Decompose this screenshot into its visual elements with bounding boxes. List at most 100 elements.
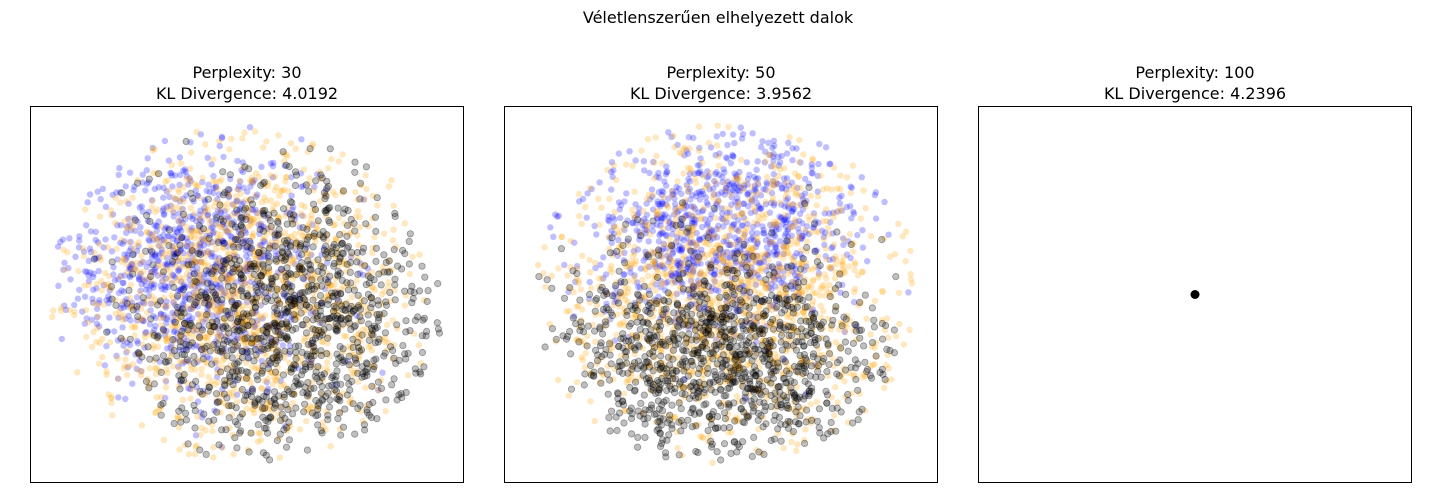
scatter-point xyxy=(282,321,290,328)
scatter-point xyxy=(212,183,220,190)
scatter-point xyxy=(161,210,168,217)
scatter-point xyxy=(163,335,170,342)
scatter-point xyxy=(196,248,204,256)
scatter-point xyxy=(96,213,104,220)
scatter-point xyxy=(119,298,126,305)
scatter-point xyxy=(218,133,226,140)
scatter-point xyxy=(216,201,224,209)
scatter-point xyxy=(150,236,157,244)
scatter-point xyxy=(260,253,267,260)
scatter-point xyxy=(250,338,257,345)
scatter-point xyxy=(207,251,214,258)
scatter-point xyxy=(123,223,131,230)
scatter-point xyxy=(145,208,152,215)
scatter-point xyxy=(348,293,356,301)
scatter-point xyxy=(391,281,399,289)
scatter-point xyxy=(280,269,288,276)
scatter-point xyxy=(147,282,155,290)
scatter-point xyxy=(124,347,131,354)
scatter-point xyxy=(220,347,227,355)
scatter-point xyxy=(758,143,765,151)
scatter-point xyxy=(116,189,124,196)
scatter-point xyxy=(270,159,277,167)
scatter-point xyxy=(169,183,176,190)
scatter-point xyxy=(265,292,272,299)
scatter-point xyxy=(158,262,165,269)
scatter-point xyxy=(303,418,310,425)
scatter-point xyxy=(230,331,237,339)
scatter-point xyxy=(389,355,396,362)
scatter-point xyxy=(184,338,191,345)
scatter-point xyxy=(811,212,818,219)
scatter-point xyxy=(210,156,217,163)
scatter-point xyxy=(233,206,241,214)
scatter-point xyxy=(124,339,131,346)
scatter-point xyxy=(178,359,185,366)
scatter-point xyxy=(263,379,270,386)
scatter-point xyxy=(294,313,301,321)
scatter-point xyxy=(817,172,824,179)
scatter-point xyxy=(209,345,216,352)
scatter-point xyxy=(204,353,211,361)
scatter-point xyxy=(262,323,269,331)
scatter-point xyxy=(228,354,236,362)
scatter-point xyxy=(332,244,340,252)
scatter-point xyxy=(291,240,298,248)
scatter-point xyxy=(217,308,224,315)
scatter-point xyxy=(346,231,353,238)
scatter-point xyxy=(305,224,312,231)
scatter-point xyxy=(209,265,216,273)
scatter-point xyxy=(195,279,202,287)
scatter-point xyxy=(334,322,342,330)
scatter-point xyxy=(218,443,226,451)
scatter-point xyxy=(177,379,184,386)
scatter-point xyxy=(188,233,195,240)
scatter-point xyxy=(126,247,133,255)
scatter-point xyxy=(378,269,385,276)
scatter-point xyxy=(195,343,202,351)
scatter-point xyxy=(295,358,302,365)
scatter-point xyxy=(304,390,312,398)
scatter-point xyxy=(160,205,167,212)
scatter-point xyxy=(345,321,352,328)
scatter-point xyxy=(257,220,264,228)
scatter-point xyxy=(350,351,358,358)
scatter-point xyxy=(150,331,158,340)
scatter-point xyxy=(91,249,98,256)
scatter-point xyxy=(234,225,242,232)
scatter-point xyxy=(81,320,88,327)
scatter-point xyxy=(271,231,279,239)
scatter-point xyxy=(208,323,215,331)
scatter-point xyxy=(280,186,288,193)
scatter-point xyxy=(751,207,758,215)
scatter-point xyxy=(100,281,107,289)
scatter-point xyxy=(222,274,230,281)
scatter-point xyxy=(187,282,194,289)
scatter-point xyxy=(194,398,202,405)
scatter-point xyxy=(331,301,338,309)
scatter-point xyxy=(235,228,243,236)
scatter-point xyxy=(336,253,344,261)
scatter-point xyxy=(233,307,240,315)
scatter-point xyxy=(93,285,100,292)
scatter-point xyxy=(258,357,265,365)
scatter-point xyxy=(115,289,123,297)
scatter-point xyxy=(405,237,413,245)
scatter-point xyxy=(362,359,371,367)
scatter-point xyxy=(106,287,114,294)
scatter-point xyxy=(220,314,228,322)
scatter-point xyxy=(223,205,231,213)
scatter-point xyxy=(251,176,258,184)
scatter-point xyxy=(288,257,296,264)
scatter-point xyxy=(274,231,282,238)
scatter-point xyxy=(121,238,128,245)
scatter-point xyxy=(363,326,370,333)
scatter-point xyxy=(304,148,312,156)
scatter-point xyxy=(268,369,275,377)
scatter-point xyxy=(208,249,216,257)
scatter-point xyxy=(185,312,193,319)
scatter-point xyxy=(297,210,305,217)
scatter-point xyxy=(294,342,303,350)
scatter-point xyxy=(191,283,198,290)
scatter-point xyxy=(168,261,175,268)
